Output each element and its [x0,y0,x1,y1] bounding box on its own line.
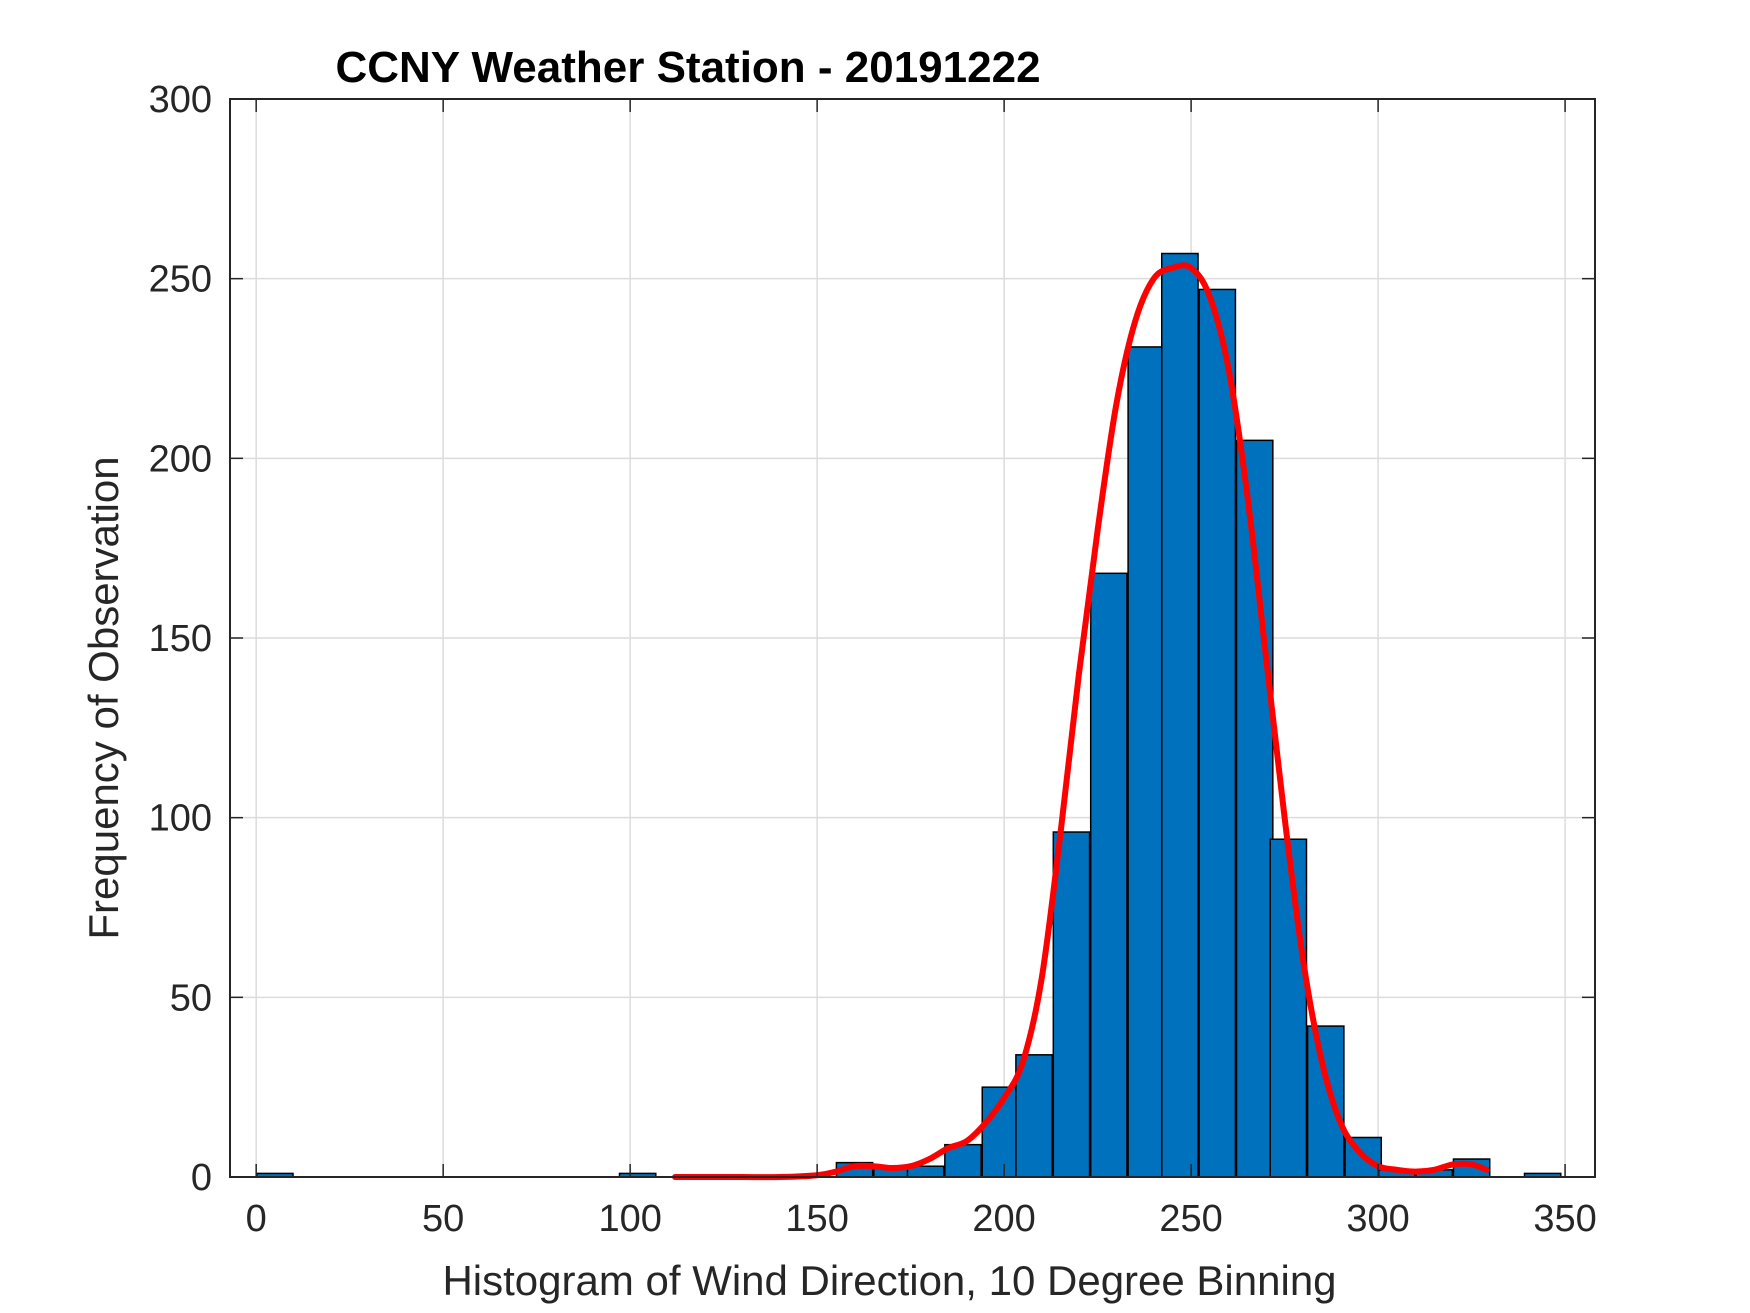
x-tick-label: 50 [422,1198,464,1240]
fit-curve [672,262,1490,1181]
x-axis-label: Histogram of Wind Direction, 10 Degree B… [442,1257,1336,1304]
y-tick-label: 250 [149,259,212,301]
histogram-bar [1198,288,1237,1178]
histogram-bars [255,252,1562,1178]
histogram-bar [1269,838,1308,1178]
histogram-bar [1306,1025,1345,1178]
y-tick-label: 300 [149,79,212,121]
x-tick-label: 0 [246,1198,267,1240]
chart-title: CCNY Weather Station - 20191222 [335,43,1040,92]
x-tick-label: 300 [1346,1198,1409,1240]
histogram-bar [1015,1054,1053,1178]
x-tick-label: 250 [1159,1198,1222,1240]
y-tick-label: 0 [191,1157,212,1199]
x-tick-labels: 0 50 100 150 200 250 300 350 [246,1198,1597,1240]
histogram-bar [1052,831,1091,1178]
axis-ticks [230,98,1595,1178]
y-tick-label: 100 [149,798,212,840]
y-tick-labels: 0 50 100 150 200 250 300 [149,79,212,1199]
x-tick-label: 200 [972,1198,1035,1240]
y-tick-label: 50 [170,977,212,1019]
y-axis-label: Frequency of Observation [80,456,127,939]
histogram-bar [1089,572,1128,1178]
grid [230,98,1595,1178]
histogram-bar [1127,346,1166,1178]
x-tick-label: 150 [785,1198,848,1240]
histogram-bar [1161,252,1199,1178]
x-tick-label: 100 [598,1198,661,1240]
y-tick-label: 200 [149,438,212,480]
y-tick-label: 150 [149,618,212,660]
x-tick-label: 350 [1533,1198,1596,1240]
